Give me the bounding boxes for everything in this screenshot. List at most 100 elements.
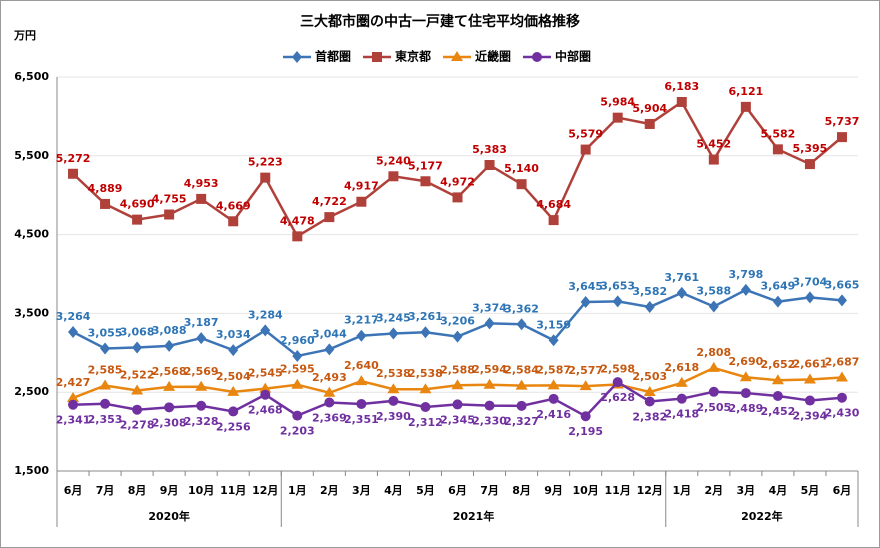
data-label: 3,645	[568, 280, 603, 293]
point	[739, 371, 752, 382]
x-tick-label: 5月	[801, 484, 820, 497]
point	[323, 386, 336, 397]
point	[708, 386, 719, 397]
data-label: 2,203	[280, 425, 315, 438]
data-label: 2,382	[632, 410, 667, 423]
point	[164, 209, 175, 220]
point	[483, 378, 496, 389]
x-tick-label: 4月	[769, 484, 788, 497]
point	[644, 300, 655, 313]
point	[164, 339, 175, 352]
y-tick-label: 1,500	[14, 464, 49, 477]
x-tick-label: 1月	[672, 484, 691, 497]
point	[804, 395, 815, 406]
data-label: 4,917	[344, 180, 379, 193]
point	[612, 112, 623, 123]
x-tick-label: 7月	[96, 484, 115, 497]
point	[548, 215, 559, 226]
data-label: 3,044	[312, 327, 347, 340]
data-label: 2,808	[696, 346, 731, 359]
x-tick-label: 4月	[384, 484, 403, 497]
data-label: 5,395	[793, 142, 828, 155]
point	[740, 283, 751, 296]
data-label: 2,628	[600, 391, 635, 404]
x-tick-label: 12月	[637, 484, 663, 497]
point	[132, 341, 143, 354]
data-label: 2,327	[504, 415, 539, 428]
data-label: 4,953	[184, 177, 219, 190]
data-label: 2,278	[120, 419, 155, 432]
data-label: 2,489	[728, 402, 763, 415]
point	[132, 214, 143, 225]
point	[643, 385, 656, 396]
data-label: 5,984	[600, 96, 635, 109]
y-unit: 万円	[13, 29, 36, 42]
x-group-label: 2020年	[148, 509, 190, 523]
data-label: 2,341	[56, 414, 91, 427]
x-group-label: 2022年	[741, 509, 783, 523]
data-label: 3,206	[440, 315, 475, 328]
data-label: 4,889	[88, 182, 123, 195]
point	[836, 132, 847, 143]
data-label: 2,416	[536, 408, 571, 421]
point	[419, 383, 432, 394]
point	[291, 378, 304, 389]
data-label: 3,704	[793, 275, 828, 288]
point	[740, 388, 751, 399]
point	[100, 398, 111, 409]
data-label: 2,394	[793, 410, 828, 423]
point	[835, 371, 848, 382]
point	[228, 216, 239, 227]
data-label: 2,584	[504, 364, 539, 377]
data-label: 2,522	[120, 368, 155, 381]
point	[548, 393, 559, 404]
y-tick-label: 4,500	[14, 228, 49, 241]
data-label: 5,272	[56, 152, 91, 165]
point	[388, 171, 399, 182]
point	[324, 343, 335, 356]
point	[260, 389, 271, 400]
data-label: 3,588	[696, 284, 731, 297]
point	[515, 379, 528, 390]
point	[644, 396, 655, 407]
point	[388, 327, 399, 340]
data-label: 3,653	[600, 279, 635, 292]
point	[356, 329, 367, 342]
point	[580, 295, 591, 308]
point	[292, 231, 303, 242]
point	[547, 379, 560, 390]
data-label: 5,452	[696, 138, 731, 151]
point	[452, 192, 463, 203]
x-tick-label: 11月	[605, 484, 631, 497]
point	[676, 96, 687, 107]
point	[356, 196, 367, 207]
data-label: 2,430	[825, 407, 860, 420]
data-label: 5,140	[504, 162, 539, 175]
data-label: 2,587	[536, 363, 571, 376]
point	[548, 334, 559, 347]
data-label: 2,545	[248, 367, 283, 380]
point	[420, 326, 431, 339]
point	[532, 52, 542, 62]
data-label: 2,585	[88, 364, 123, 377]
x-group-label: 2021年	[453, 509, 495, 523]
data-label: 2,503	[632, 370, 667, 383]
x-tick-label: 9月	[160, 484, 179, 497]
x-tick-label: 9月	[544, 484, 563, 497]
legend-label: 首都圏	[315, 49, 351, 64]
data-label: 5,582	[761, 127, 796, 140]
point	[196, 332, 207, 345]
point	[772, 390, 783, 401]
point	[259, 382, 272, 393]
point	[772, 144, 783, 155]
data-label: 2,594	[472, 363, 507, 376]
data-label: 5,177	[408, 159, 443, 172]
data-label: 2,390	[376, 410, 411, 423]
data-label: 2,418	[664, 408, 699, 421]
data-label: 2,595	[280, 363, 315, 376]
data-label: 4,722	[312, 195, 347, 208]
data-label: 5,383	[472, 143, 507, 156]
point	[771, 374, 784, 385]
